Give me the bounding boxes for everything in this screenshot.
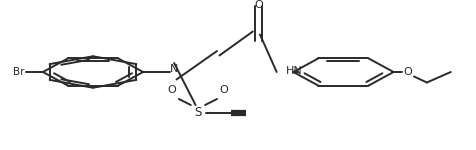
Text: O: O bbox=[254, 0, 262, 9]
Text: O: O bbox=[403, 67, 411, 77]
Text: Br: Br bbox=[13, 67, 25, 77]
Text: S: S bbox=[194, 106, 201, 119]
Text: HN: HN bbox=[286, 66, 302, 75]
Text: O: O bbox=[219, 85, 228, 95]
Text: N: N bbox=[169, 64, 178, 74]
Text: O: O bbox=[167, 85, 176, 95]
